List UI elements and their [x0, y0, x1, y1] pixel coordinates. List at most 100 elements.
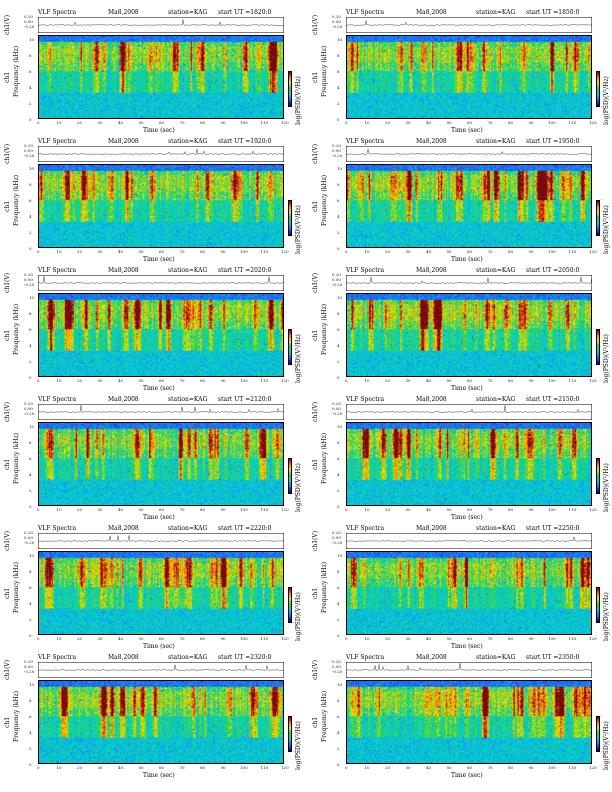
time-tick-label: 120: [281, 636, 289, 641]
time-tick-label: 30: [97, 636, 103, 641]
time-tick-label: 40: [426, 507, 432, 512]
time-tick-label: 120: [589, 120, 597, 125]
waveform-axis-label: ch1(V): [4, 530, 11, 551]
time-tick-label: 10: [364, 765, 370, 770]
waveform-line: [38, 276, 284, 284]
time-tick-label: 40: [118, 249, 124, 254]
time-tick-label: 0: [37, 765, 40, 770]
time-axis-label: Time (sec): [451, 385, 483, 392]
time-axis-label: Time (sec): [143, 772, 175, 779]
frequency-axis-label: Frequency (kHz): [13, 561, 20, 613]
time-tick-label: 60: [467, 636, 473, 641]
time-tick-label: 90: [528, 378, 534, 383]
frequency-tick-label: 2: [29, 230, 32, 235]
time-tick-label: 30: [97, 120, 103, 125]
time-tick-label: 60: [467, 507, 473, 512]
panel-start-time: start UT =1850:0: [526, 9, 580, 16]
time-tick-label: 100: [240, 636, 248, 641]
waveform-line: [346, 405, 592, 413]
frequency-tick-label: 8: [29, 569, 32, 574]
time-tick-label: 80: [200, 249, 206, 254]
time-tick-label: 30: [405, 765, 411, 770]
time-tick-label: 10: [56, 636, 62, 641]
spectrogram-canvas: [347, 423, 591, 505]
time-tick-label: 120: [589, 378, 597, 383]
frequency-tick-label: 10: [29, 37, 35, 42]
time-tick-label: 40: [118, 378, 124, 383]
waveform-tick-label: -0.20: [24, 24, 35, 29]
panel-start-time: start UT =1820:0: [218, 9, 272, 16]
panel-station: station=KAG: [476, 267, 516, 274]
panel-title: VLF Spectra: [38, 654, 77, 661]
time-tick-label: 0: [345, 765, 348, 770]
panel-title: VLF Spectra: [38, 9, 77, 16]
time-tick-label: 30: [405, 120, 411, 125]
time-tick-label: 100: [548, 636, 556, 641]
time-tick-label: 110: [568, 378, 577, 383]
frequency-axis-label: Frequency (kHz): [13, 174, 20, 226]
colorbar: [596, 71, 600, 107]
spectrogram-canvas: [347, 681, 591, 763]
time-tick-label: 30: [405, 636, 411, 641]
time-axis-label: Time (sec): [143, 256, 175, 263]
panel-start-time: start UT =2350:0: [526, 654, 580, 661]
panel-date: Ma8,2008: [108, 267, 139, 274]
waveform-axis-label: ch1(V): [4, 659, 11, 680]
time-axis-label: Time (sec): [451, 256, 483, 263]
panel-start-time: start UT =2120:0: [218, 396, 272, 403]
colorbar-tick-label: -: [601, 104, 603, 109]
spectrogram-panel: VLF Spectra Ma8,2008 station=KAG start UT =…: [308, 525, 610, 651]
frequency-tick-label: 0: [337, 504, 340, 509]
colorbar-label: log(PSD)(V²/Hz): [295, 334, 302, 383]
waveform-frame: [38, 533, 284, 549]
time-tick-label: 120: [281, 378, 289, 383]
waveform-axis-label: ch1(V): [312, 143, 319, 164]
time-tick-label: 100: [548, 507, 556, 512]
waveform-trace: [38, 662, 284, 678]
waveform-frame: [346, 533, 592, 549]
waveform-tick-label: 0.00: [332, 148, 341, 153]
panel-title: VLF Spectra: [346, 267, 385, 274]
time-tick-label: 50: [446, 636, 452, 641]
time-axis-label: Time (sec): [451, 127, 483, 134]
time-tick-label: 90: [220, 120, 226, 125]
frequency-tick-label: 2: [29, 101, 32, 106]
colorbar-tick-label: -: [293, 455, 295, 460]
spectrogram-panel: VLF Spectra Ma8,2008 station=KAG start UT =…: [308, 9, 610, 135]
waveform-trace: [38, 404, 284, 420]
panel-title: VLF Spectra: [346, 654, 385, 661]
colorbar: [596, 329, 600, 365]
time-tick-label: 100: [240, 507, 248, 512]
frequency-tick-label: 10: [29, 295, 35, 300]
frequency-tick-label: 6: [337, 69, 340, 74]
time-tick-label: 10: [56, 120, 62, 125]
time-tick-label: 40: [426, 636, 432, 641]
colorbar: [288, 458, 292, 494]
frequency-tick-label: 2: [337, 488, 340, 493]
time-axis-label: Time (sec): [143, 643, 175, 650]
waveform-axis-label: ch1(V): [312, 14, 319, 35]
frequency-tick-label: 0: [337, 762, 340, 767]
colorbar-label: log(PSD)(V²/Hz): [603, 592, 610, 641]
channel-label: ch1: [312, 716, 319, 728]
waveform-frame: [38, 146, 284, 162]
frequency-tick-label: 10: [29, 166, 35, 171]
spectrogram-image: [38, 551, 284, 635]
time-tick-label: 90: [220, 378, 226, 383]
colorbar-label: log(PSD)(V²/Hz): [295, 205, 302, 254]
time-tick-label: 20: [385, 120, 391, 125]
time-tick-label: 100: [548, 120, 556, 125]
spectrogram-panel: VLF Spectra Ma8,2008 station=KAG start UT =…: [308, 654, 610, 780]
spectrogram-image: [38, 680, 284, 764]
colorbar-label: log(PSD)(V²/Hz): [295, 721, 302, 770]
colorbar-tick-label: -: [601, 326, 603, 331]
colorbar-tick-label: -: [601, 584, 603, 589]
waveform-line: [38, 535, 284, 542]
spectrogram-panel: VLF Spectra Ma8,2008 station=KAG start UT =…: [0, 9, 302, 135]
time-tick-label: 80: [508, 120, 514, 125]
time-tick-label: 90: [220, 765, 226, 770]
time-tick-label: 120: [281, 249, 289, 254]
colorbar-label: log(PSD)(V²/Hz): [603, 334, 610, 383]
time-tick-label: 90: [528, 249, 534, 254]
time-tick-label: 90: [220, 249, 226, 254]
